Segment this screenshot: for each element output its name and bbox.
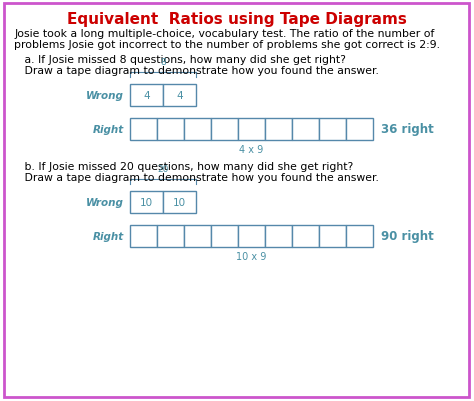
Text: 10: 10 [140, 198, 153, 207]
Bar [238, 225, 265, 247]
Text: 4: 4 [176, 91, 183, 101]
Text: 90 right: 90 right [381, 230, 434, 243]
Bar [184, 119, 211, 141]
Bar [346, 225, 373, 247]
Bar [163, 192, 196, 213]
Text: Wrong: Wrong [86, 198, 124, 207]
Bar [265, 225, 292, 247]
Text: b. If Josie missed 20 questions, how many did she get right?: b. If Josie missed 20 questions, how man… [14, 162, 353, 172]
Bar [211, 225, 238, 247]
Bar [238, 119, 265, 141]
Text: 36 right: 36 right [381, 123, 434, 136]
Text: Equivalent  Ratios using Tape Diagrams: Equivalent Ratios using Tape Diagrams [67, 12, 407, 27]
Text: Josie took a long multiple-choice, vocabulary test. The ratio of the number of: Josie took a long multiple-choice, vocab… [14, 29, 434, 39]
Bar [319, 225, 346, 247]
Text: problems Josie got incorrect to the number of problems she got correct is 2:9.: problems Josie got incorrect to the numb… [14, 40, 440, 50]
Bar [265, 119, 292, 141]
Bar [157, 119, 184, 141]
Bar [346, 119, 373, 141]
Text: a. If Josie missed 8 questions, how many did she get right?: a. If Josie missed 8 questions, how many… [14, 55, 346, 65]
Text: Draw a tape diagram to demonstrate how you found the answer.: Draw a tape diagram to demonstrate how y… [14, 172, 379, 182]
Text: 4 x 9: 4 x 9 [239, 145, 264, 155]
Bar [130, 85, 163, 107]
Bar [130, 119, 157, 141]
Text: 10 x 9: 10 x 9 [237, 251, 267, 261]
Bar [319, 119, 346, 141]
Text: 10: 10 [173, 198, 186, 207]
Text: Draw a tape diagram to demonstrate how you found the answer.: Draw a tape diagram to demonstrate how y… [14, 66, 379, 76]
Bar [157, 225, 184, 247]
Bar [130, 192, 163, 213]
Text: Right: Right [93, 231, 124, 241]
Text: Wrong: Wrong [86, 91, 124, 101]
Text: 20: 20 [157, 164, 169, 174]
Bar [163, 85, 196, 107]
Text: 4: 4 [143, 91, 150, 101]
Bar [292, 225, 319, 247]
Bar [292, 119, 319, 141]
Bar [130, 225, 157, 247]
Bar [184, 225, 211, 247]
Text: Right: Right [93, 125, 124, 135]
Bar [211, 119, 238, 141]
Text: 8: 8 [160, 58, 166, 67]
